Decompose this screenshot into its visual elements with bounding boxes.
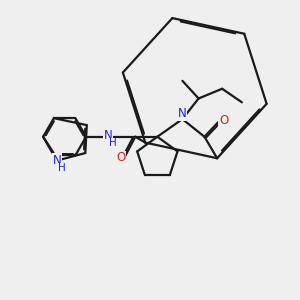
Text: H: H	[58, 164, 66, 173]
Text: N: N	[52, 154, 61, 167]
Text: O: O	[116, 152, 125, 164]
Text: H: H	[109, 138, 117, 148]
Text: O: O	[219, 114, 228, 127]
Text: N: N	[178, 107, 187, 120]
Text: N: N	[103, 129, 112, 142]
